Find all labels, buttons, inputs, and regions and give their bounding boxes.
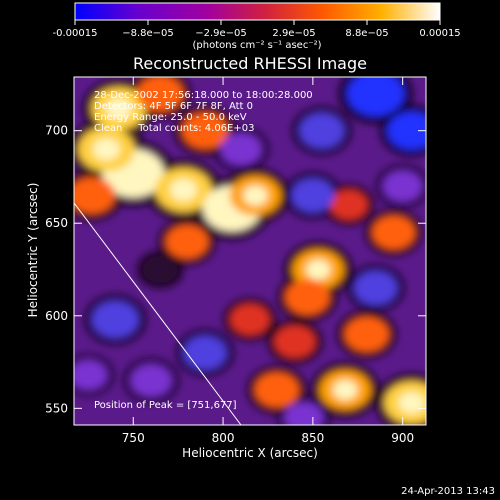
colorbar-tick-label: 0.00015: [419, 28, 460, 39]
heatmap-blob: [329, 189, 368, 220]
heatmap-blob: [347, 77, 405, 116]
heatmap-blob: [183, 335, 227, 370]
heatmap-blob: [74, 177, 116, 214]
x-axis-ticks: 750 800 850 900: [122, 77, 414, 445]
heatmap-blob: [230, 303, 270, 336]
heatmap-blob: [130, 364, 172, 397]
info-clean-counts: Clean Total counts: 4.06E+03: [94, 123, 254, 134]
colorbar: [74, 2, 441, 21]
heatmap-blob: [372, 215, 416, 250]
heatmap-blob: [181, 112, 229, 149]
heatmap-blob: [136, 77, 184, 112]
peak-position-label: Position of Peak = [751,677]: [94, 400, 237, 411]
colorbar-tick-label: −8.8e−05: [122, 28, 174, 39]
colorbar-tick-label: 2.9e−05: [272, 28, 315, 39]
y-tick-label: 650: [45, 216, 68, 230]
heatmap-blob-core: [332, 379, 358, 400]
heatmap-blob: [274, 325, 316, 358]
heatmap-blob: [165, 224, 209, 259]
x-tick-label: 750: [122, 431, 145, 445]
y-tick-label: 700: [45, 124, 68, 138]
heatmap-blob: [354, 271, 398, 305]
heatmap-blob-core: [118, 161, 149, 186]
info-time-range: 28-Dec-2002 17:56:18.000 to 18:00:28.000: [94, 90, 313, 101]
y-tick-label: 600: [45, 309, 68, 323]
y-axis-label: Heliocentric Y (arcsec): [26, 183, 40, 318]
heatmap-blob: [382, 170, 423, 202]
heatmap-blob: [220, 132, 262, 166]
colorbar-tick-label: 8.8e−05: [345, 28, 388, 39]
plot-frame: [73, 76, 427, 426]
heatmap-blob-core: [305, 259, 331, 280]
heatmap-blob: [284, 402, 324, 425]
heatmap-blob: [92, 301, 139, 338]
y-axis-ticks: 550 600 650 700: [45, 124, 426, 415]
y-tick-label: 550: [45, 401, 68, 415]
heatmap-blob-core: [92, 138, 120, 161]
footer-timestamp: 24-Apr-2013 13:43: [401, 486, 495, 497]
x-tick-label: 850: [301, 431, 324, 445]
heatmap-blob: [387, 111, 426, 150]
heatmap-image: [74, 77, 426, 425]
x-tick-label: 800: [212, 431, 235, 445]
x-tick-label: 900: [391, 431, 414, 445]
heatmap-blob: [285, 279, 330, 315]
heatmap-blob-core: [169, 178, 198, 202]
heatmap-blob: [254, 372, 300, 408]
colorbar-units-label: (photons cm⁻² s⁻¹ asec⁻²): [192, 40, 321, 51]
colorbar-ticks: -0.00015 −8.8e−05 −2.9e−05 2.9e−05 8.8e−05 0.…: [53, 20, 461, 39]
colorbar-tick-label: -0.00015: [53, 28, 98, 39]
heatmap-blob: [299, 113, 345, 149]
heatmap-blob-core: [398, 391, 425, 414]
heatmap-blob-core: [243, 185, 268, 206]
colorbar-tick-label: −2.9e−05: [195, 28, 247, 39]
solar-limb-line: [74, 202, 242, 425]
chart-title: Reconstructed RHESSI Image: [133, 54, 367, 73]
x-axis-label: Heliocentric X (arcsec): [182, 446, 318, 460]
info-detectors: Detectors: 4F 5F 6F 7F 8F, Att 0: [94, 101, 253, 112]
info-energy-range: Energy Range: 25.0 - 50.0 keV: [94, 112, 247, 123]
heatmap-blob: [142, 256, 178, 284]
heatmap-blob: [74, 360, 108, 390]
heatmap-blob-core: [105, 97, 133, 120]
heatmap-blob: [291, 178, 335, 213]
heatmap-blob: [344, 316, 390, 352]
